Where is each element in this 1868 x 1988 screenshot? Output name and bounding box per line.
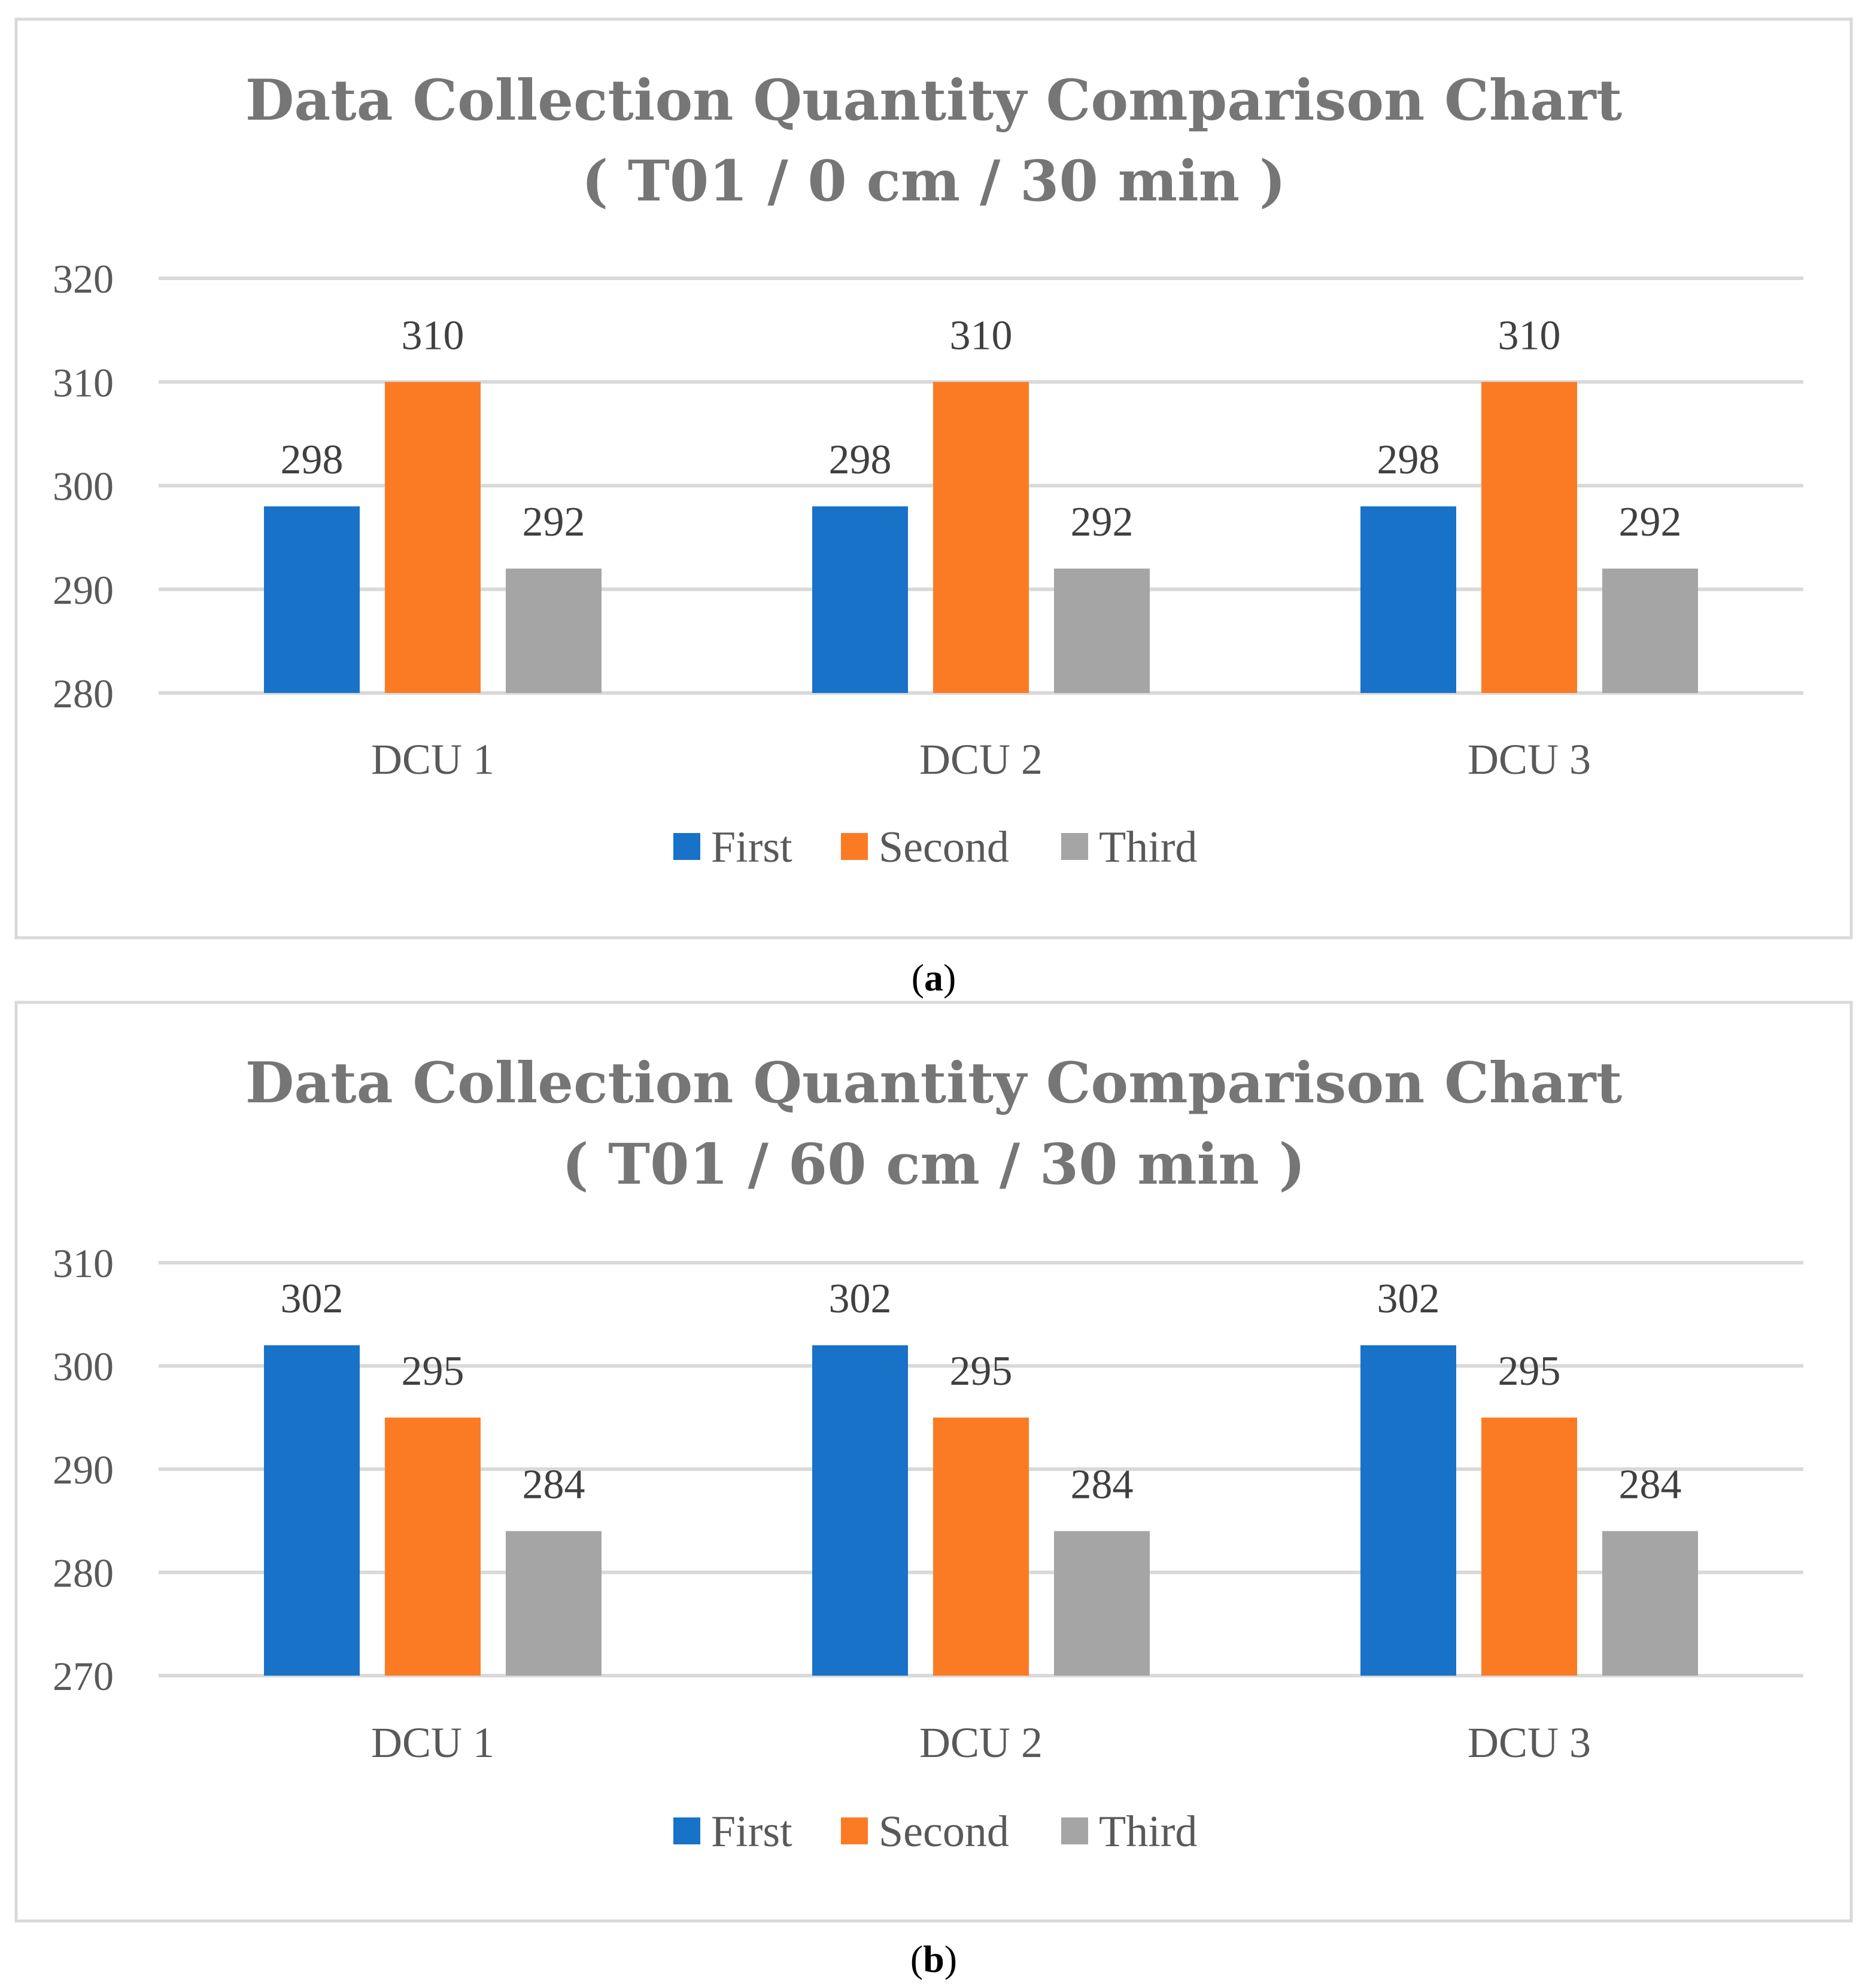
bar-first-1 <box>264 506 360 693</box>
legend-label-third: Third <box>1099 1807 1197 1856</box>
bar-first-1 <box>264 1345 360 1676</box>
legend-swatch-second <box>841 833 868 860</box>
legend-swatch-second <box>841 1817 868 1844</box>
legend-label-second: Second <box>879 1807 1009 1856</box>
data-label: 310 <box>402 312 464 358</box>
y-tick-label: 300 <box>53 464 114 509</box>
data-label: 295 <box>402 1348 464 1394</box>
figure-caption: (b) <box>910 1938 957 1980</box>
bar-second-2 <box>933 382 1029 693</box>
data-label: 295 <box>1498 1348 1561 1394</box>
y-tick-label: 310 <box>53 1241 114 1286</box>
figure-caption: (a) <box>912 956 956 999</box>
bar-second-3 <box>1481 1417 1577 1676</box>
category-label: DCU 3 <box>1468 1719 1591 1767</box>
data-label: 292 <box>523 499 585 545</box>
bar-first-3 <box>1360 1345 1456 1676</box>
data-label: 284 <box>1619 1462 1682 1508</box>
legend-label-second: Second <box>879 823 1009 872</box>
data-label: 310 <box>950 312 1013 358</box>
category-label: DCU 1 <box>371 1719 494 1767</box>
y-tick-label: 290 <box>53 567 114 613</box>
bar-third-3 <box>1602 569 1698 693</box>
bar-second-1 <box>385 1417 481 1676</box>
y-tick-label: 300 <box>53 1344 114 1390</box>
chart-b: Data Collection Quantity Comparison Char… <box>14 1001 1853 1923</box>
bar-third-1 <box>506 569 602 693</box>
chart-a: Data Collection Quantity Comparison Char… <box>14 17 1853 940</box>
data-label: 298 <box>1377 437 1440 483</box>
bar-third-2 <box>1054 569 1150 693</box>
legend-swatch-first <box>673 1817 700 1844</box>
y-tick-label: 270 <box>53 1653 114 1699</box>
category-label: DCU 2 <box>919 735 1043 783</box>
bar-first-3 <box>1360 506 1456 693</box>
category-label: DCU 2 <box>919 1719 1043 1767</box>
bar-first-2 <box>812 506 908 693</box>
data-label: 298 <box>829 437 892 483</box>
category-label: DCU 1 <box>371 735 494 783</box>
y-tick-label: 310 <box>53 360 114 405</box>
y-tick-label: 290 <box>53 1447 114 1492</box>
data-label: 298 <box>281 437 344 483</box>
data-label: 302 <box>829 1276 892 1322</box>
legend-swatch-first <box>673 833 700 860</box>
data-label: 295 <box>950 1348 1013 1394</box>
category-label: DCU 3 <box>1468 735 1591 783</box>
bar-third-1 <box>506 1531 602 1676</box>
chart-title: Data Collection Quantity Comparison Char… <box>245 1050 1622 1116</box>
data-label: 284 <box>523 1462 585 1508</box>
bar-third-3 <box>1602 1531 1698 1676</box>
data-label: 292 <box>1619 499 1682 545</box>
legend-swatch-third <box>1061 833 1088 860</box>
legend-label-third: Third <box>1099 823 1197 872</box>
data-label: 310 <box>1498 312 1561 358</box>
legend-label-first: First <box>711 823 792 872</box>
y-tick-label: 320 <box>53 256 114 302</box>
y-tick-label: 280 <box>53 671 114 716</box>
bar-second-1 <box>385 382 481 693</box>
legend-label-first: First <box>711 1807 792 1856</box>
bar-second-3 <box>1481 382 1577 693</box>
chart-subtitle: ( T01 / 60 cm / 30 min ) <box>562 1132 1305 1197</box>
bar-second-2 <box>933 1417 1029 1676</box>
legend-swatch-third <box>1061 1817 1088 1844</box>
bar-first-2 <box>812 1345 908 1676</box>
data-label: 284 <box>1071 1462 1134 1508</box>
data-label: 302 <box>281 1276 344 1322</box>
chart-title: Data Collection Quantity Comparison Char… <box>245 68 1622 133</box>
bar-third-2 <box>1054 1531 1150 1676</box>
y-tick-label: 280 <box>53 1551 114 1596</box>
chart-subtitle: ( T01 / 0 cm / 30 min ) <box>582 148 1286 214</box>
data-label: 292 <box>1071 499 1134 545</box>
data-label: 302 <box>1377 1276 1440 1322</box>
